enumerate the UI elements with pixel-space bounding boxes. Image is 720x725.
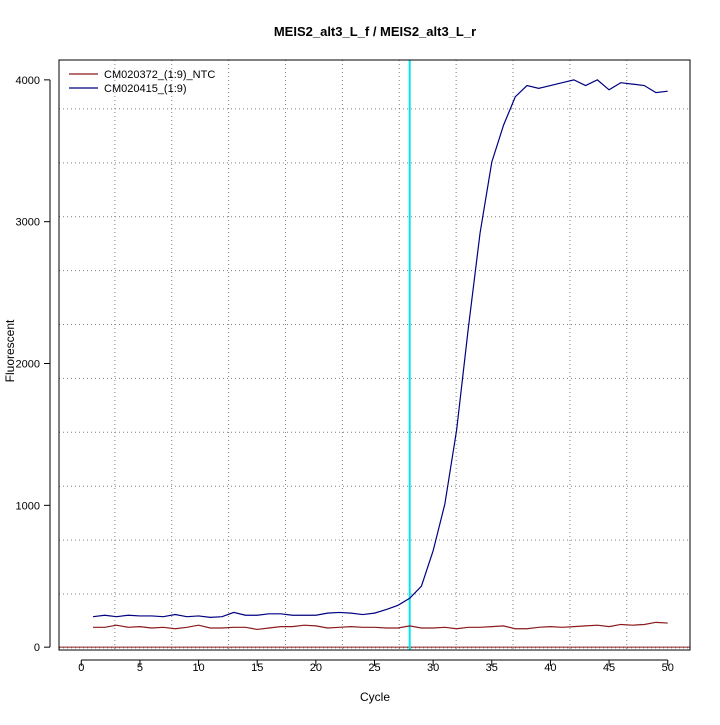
legend: CM020372_(1:9)_NTC CM020415_(1:9) <box>69 69 215 95</box>
x-tick-label-0: 0 <box>78 662 84 674</box>
x-tick-label-3: 15 <box>251 662 263 674</box>
x-tick-label-10: 50 <box>662 662 674 674</box>
x-tick-label-4: 20 <box>310 662 322 674</box>
x-tick-label-5: 25 <box>368 662 380 674</box>
y-axis-label: Fluorescent <box>3 319 17 382</box>
y-tick-label-3: 3000 <box>16 217 40 229</box>
y-tick-label-2: 2000 <box>16 359 40 371</box>
series-line-0 <box>93 621 668 631</box>
legend-label-0: CM020372_(1:9)_NTC <box>104 69 215 81</box>
x-tick-label-9: 45 <box>603 662 615 674</box>
legend-label-1: CM020415_(1:9) <box>104 83 187 95</box>
y-tick-label-1: 1000 <box>16 500 40 512</box>
grid-layer <box>59 60 690 650</box>
x-tick-label-2: 10 <box>192 662 204 674</box>
x-tick-label-8: 40 <box>544 662 556 674</box>
y-tick-label-0: 0 <box>34 642 40 654</box>
axes-layer: 0 5 10 15 20 25 30 35 40 45 50 0 1000 2000 3000 4000 <box>16 75 674 674</box>
marks-layer <box>59 60 690 650</box>
x-tick-label-1: 5 <box>137 662 143 674</box>
x-tick-label-6: 30 <box>427 662 439 674</box>
plot-frame <box>58 59 691 651</box>
x-tick-label-7: 35 <box>486 662 498 674</box>
x-axis-label: Cycle <box>360 690 390 704</box>
y-tick-label-4: 4000 <box>16 75 40 87</box>
chart-title: MEIS2_alt3_L_f / MEIS2_alt3_L_r <box>274 24 476 39</box>
series-line-1 <box>92 79 668 618</box>
